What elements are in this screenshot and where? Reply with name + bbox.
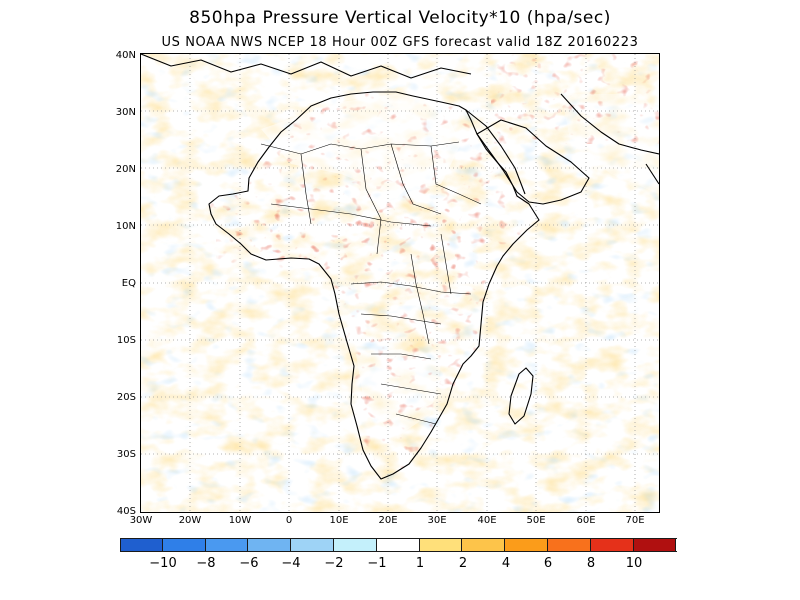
- map-panel[interactable]: [141, 54, 659, 512]
- colorbar-label: −8: [196, 556, 216, 571]
- colorbar-swatch: [633, 538, 677, 552]
- colorbar-swatch: [248, 538, 292, 552]
- colorbar-swatch: [291, 538, 334, 552]
- lat-label: 30N: [115, 107, 136, 118]
- lat-label: 40N: [115, 50, 136, 61]
- lat-label: EQ: [121, 278, 136, 289]
- colorbar-swatch: [462, 538, 506, 552]
- country-borders: [260, 141, 482, 425]
- colorbar-swatch: [333, 538, 377, 552]
- lat-label: 10N: [115, 221, 136, 232]
- colorbar-swatch: [205, 538, 249, 552]
- lon-label: 20W: [178, 515, 202, 526]
- colorbar-swatch: [162, 538, 206, 552]
- colorbar-swatch: [547, 538, 591, 552]
- lon-label: 60E: [576, 515, 596, 526]
- colorbar-label: 4: [501, 556, 511, 571]
- lon-label: 30W: [129, 515, 153, 526]
- colorbar-swatch: [590, 538, 634, 552]
- colorbar-swatch: [120, 538, 163, 552]
- colorbar-label: −6: [239, 556, 259, 571]
- colorbar-swatch: [419, 538, 463, 552]
- lat-label: 10S: [116, 335, 136, 346]
- lat-label: 40S: [116, 506, 136, 517]
- lon-label: 30E: [427, 515, 447, 526]
- lon-label: 50E: [526, 515, 546, 526]
- lon-label: 40E: [477, 515, 497, 526]
- colorbar: [120, 538, 677, 552]
- lat-label: 30S: [116, 449, 136, 460]
- lon-label: 0: [285, 515, 293, 526]
- colorbar-label: −10: [149, 556, 177, 571]
- colorbar-swatch: [505, 538, 548, 552]
- coastlines: [141, 54, 659, 480]
- lon-label: 20E: [378, 515, 398, 526]
- colorbar-label: 1: [415, 556, 425, 571]
- colorbar-label: −4: [281, 556, 301, 571]
- lat-label: 20N: [115, 164, 136, 175]
- lat-label: 20S: [116, 392, 136, 403]
- lon-label: 10W: [228, 515, 252, 526]
- chart-subtitle: US NOAA NWS NCEP 18 Hour 00Z GFS forecas…: [161, 35, 639, 50]
- colorbar-label: 8: [586, 556, 596, 571]
- colorbar-label: −2: [324, 556, 344, 571]
- lon-label: 10E: [329, 515, 349, 526]
- lon-label: 70E: [625, 515, 645, 526]
- colorbar-label: 6: [543, 556, 553, 571]
- colorbar-label: −1: [367, 556, 387, 571]
- colorbar-swatch: [376, 538, 420, 552]
- colorbar-label: 2: [458, 556, 468, 571]
- graticule: [141, 54, 659, 512]
- map-svg: [141, 54, 659, 512]
- colorbar-label: 10: [625, 556, 643, 571]
- chart-title: 850hpa Pressure Vertical Velocity*10 (hp…: [189, 8, 611, 28]
